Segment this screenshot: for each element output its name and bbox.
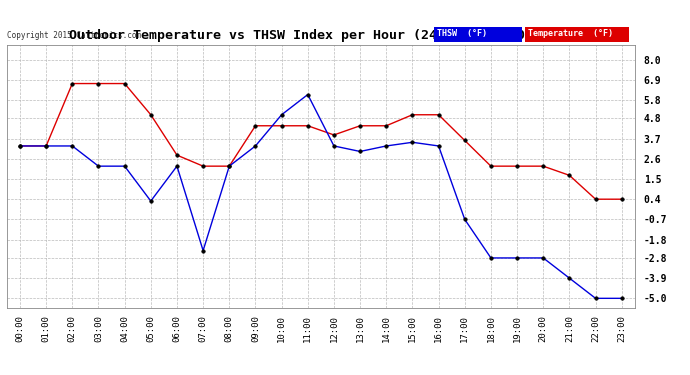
FancyBboxPatch shape <box>434 27 522 42</box>
Text: Copyright 2015 Cartronics.com: Copyright 2015 Cartronics.com <box>7 31 141 40</box>
Text: THSW  (°F): THSW (°F) <box>437 30 487 39</box>
Title: Outdoor Temperature vs THSW Index per Hour (24 Hours)  20150109: Outdoor Temperature vs THSW Index per Ho… <box>69 30 573 42</box>
FancyBboxPatch shape <box>525 27 629 42</box>
Text: Temperature  (°F): Temperature (°F) <box>528 30 613 39</box>
